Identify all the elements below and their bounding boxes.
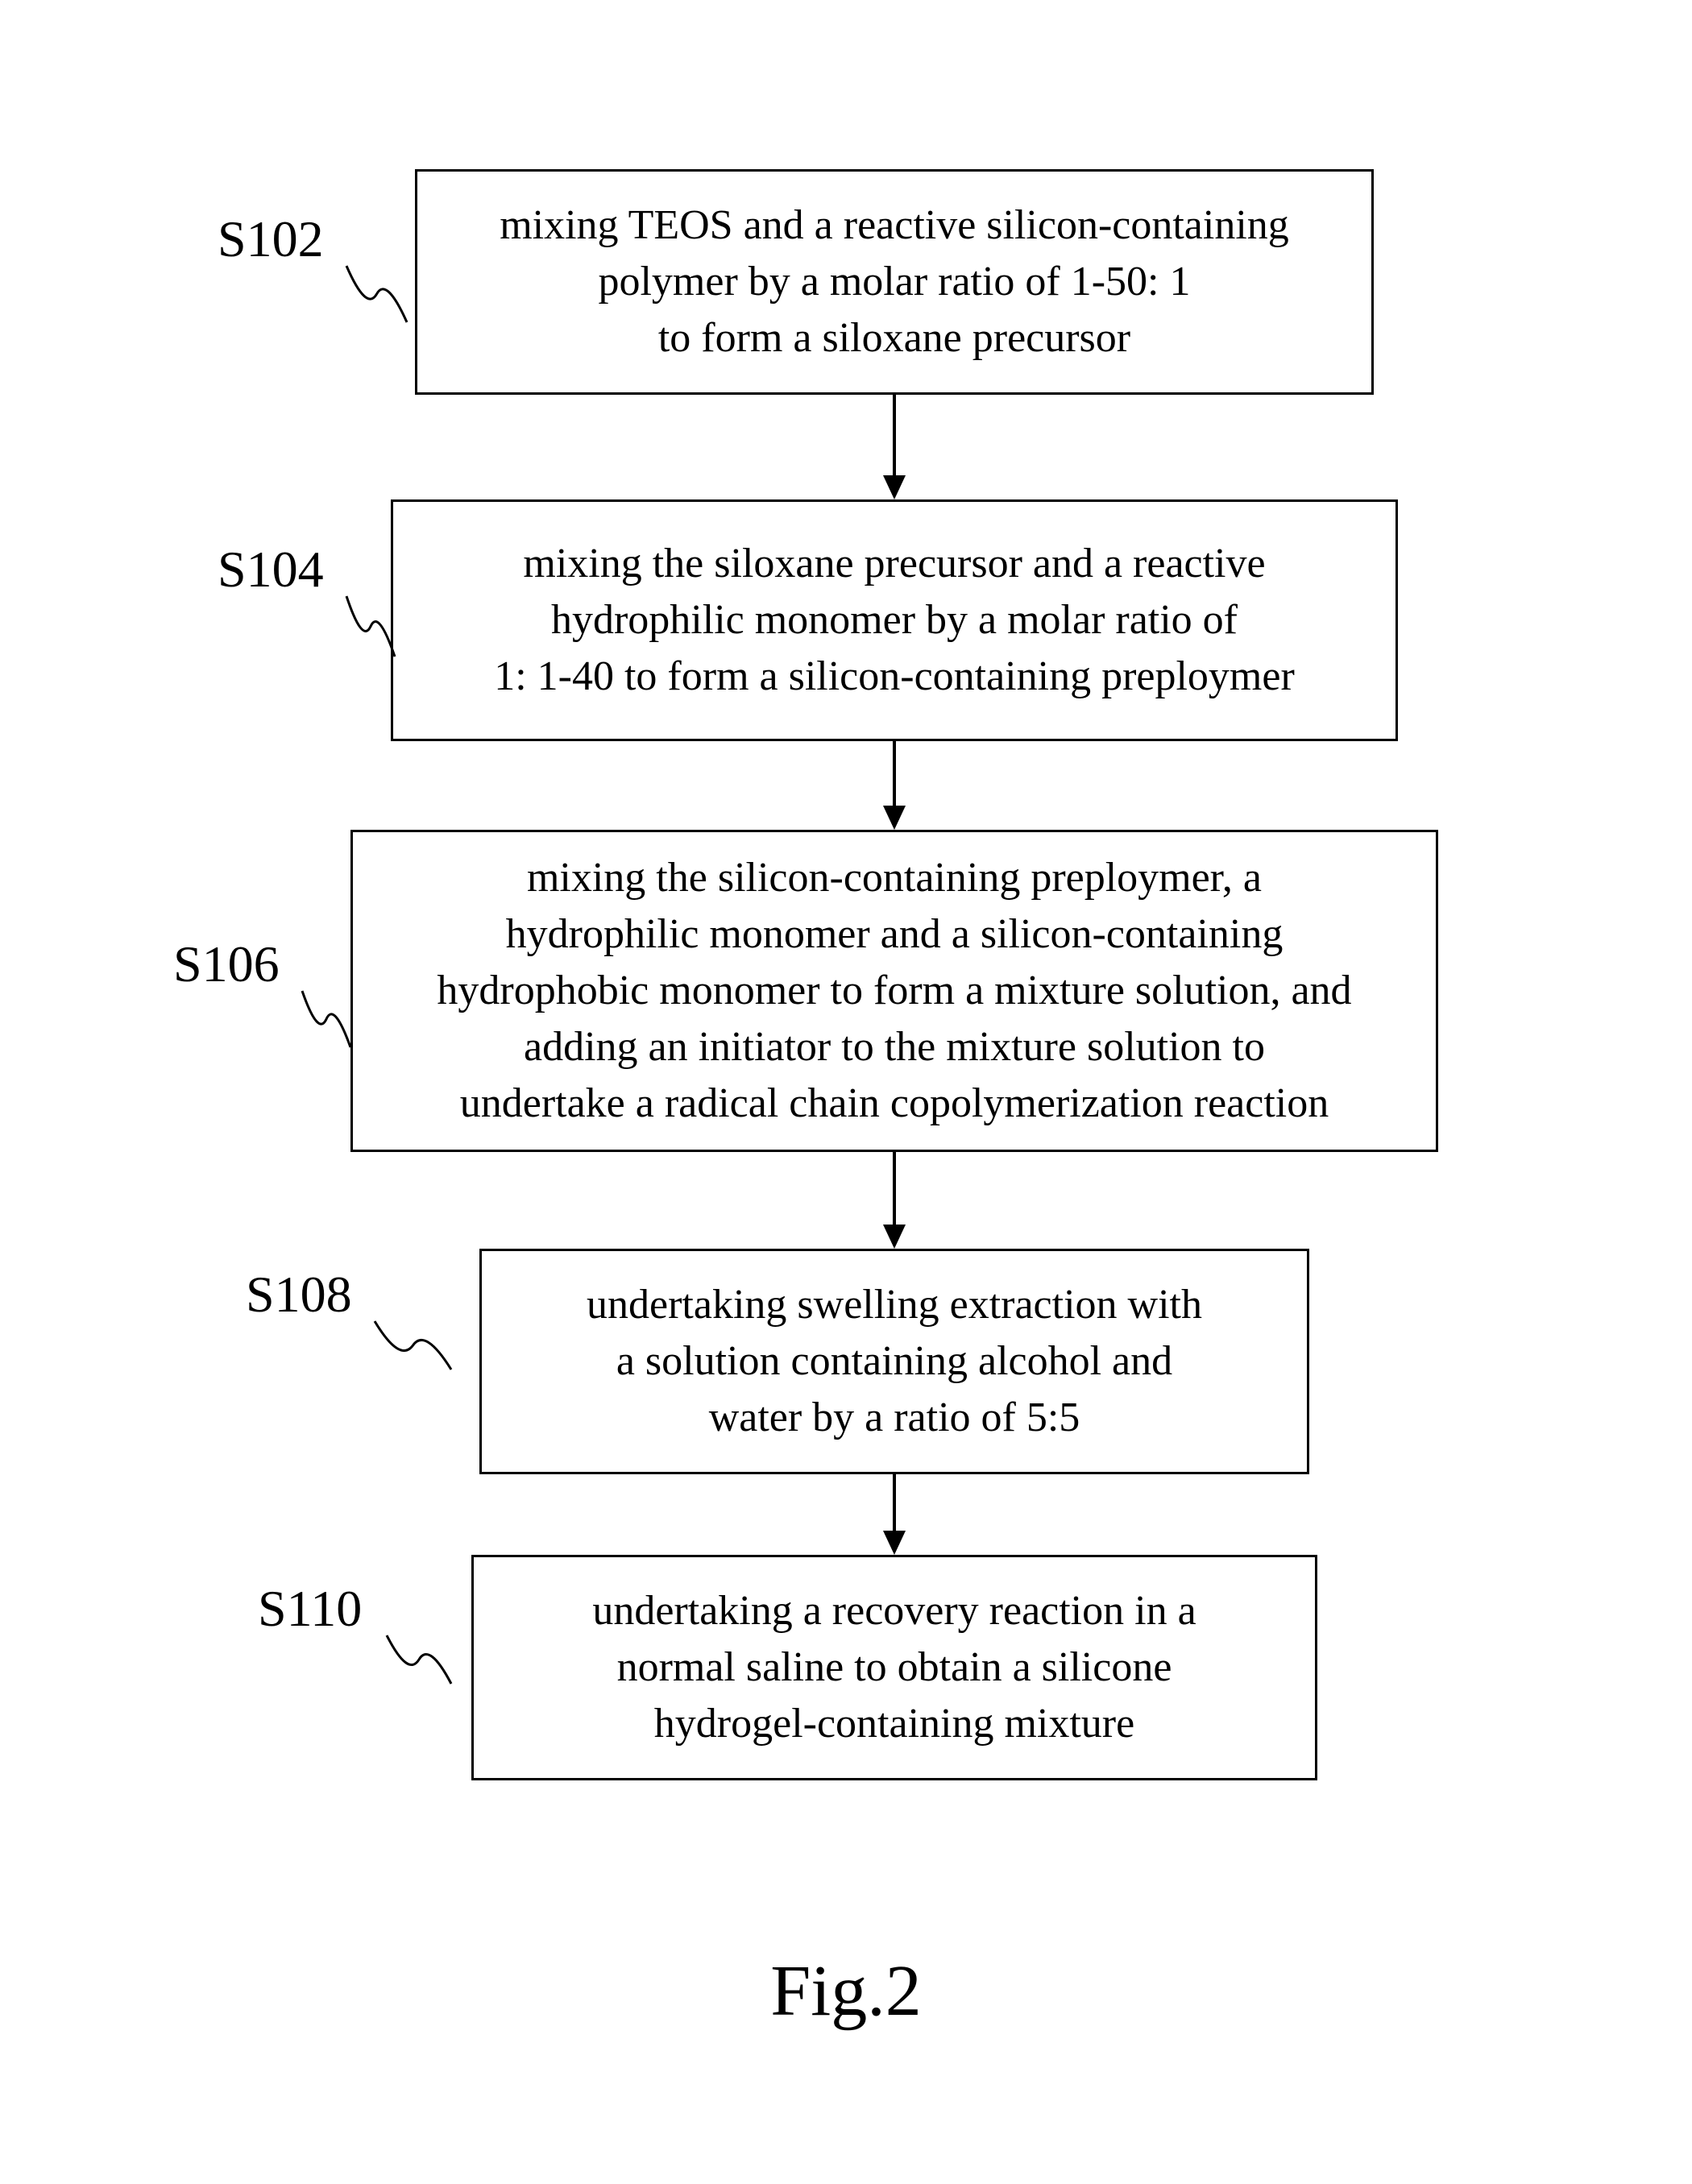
flow-arrow-4 xyxy=(0,0,1692,2184)
flowchart-page: Fig.2 mixing TEOS and a reactive silicon… xyxy=(0,0,1692,2184)
